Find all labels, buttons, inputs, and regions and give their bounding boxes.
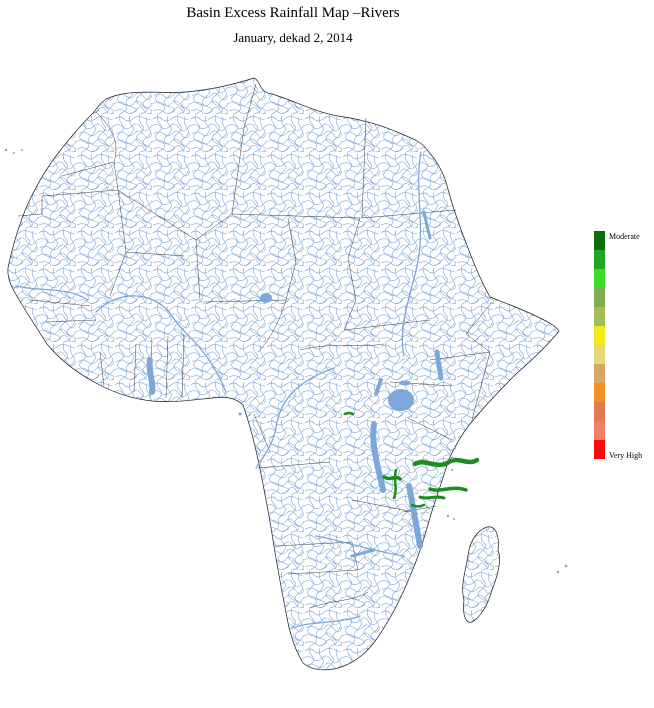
legend-swatch: [594, 288, 605, 307]
madagascar-coastline: [462, 526, 500, 623]
lake-nasser: [422, 210, 432, 240]
bioko-island: [238, 412, 242, 416]
legend-label-moderate: Moderate: [609, 232, 640, 241]
africa-coastline: [7, 77, 560, 671]
lake-kariba: [350, 548, 376, 558]
canary-islands-icon: [4, 148, 8, 152]
lakes: [146, 210, 444, 558]
legend-swatch: [594, 250, 605, 269]
legend: Moderate Very High: [594, 231, 654, 460]
legend-label-very-high: Very High: [609, 451, 643, 460]
map-subtitle: January, dekad 2, 2014: [233, 30, 353, 45]
lake-kyoga: [399, 380, 411, 386]
legend-swatch: [594, 307, 605, 326]
lake-malawi: [406, 483, 423, 549]
legend-swatch: [594, 402, 605, 421]
legend-bar: [594, 231, 605, 459]
islands: [4, 148, 568, 574]
legend-swatch: [594, 440, 605, 459]
legend-swatch: [594, 269, 605, 288]
mauritius-island: [564, 564, 568, 568]
lake-tanganyika: [370, 421, 386, 493]
legend-swatch: [594, 326, 605, 345]
zanzibar-island: [450, 456, 454, 460]
lake-turkana: [434, 349, 444, 381]
excess-rainfall-basins: [343, 411, 480, 508]
comoros-islands: [446, 514, 450, 518]
country-borders: [17, 83, 493, 609]
legend-swatch: [594, 364, 605, 383]
legend-swatch: [594, 421, 605, 440]
lake-albert: [374, 378, 383, 396]
lake-chad: [260, 293, 272, 303]
major-rivers: [15, 151, 422, 629]
legend-swatch: [594, 345, 605, 364]
lake-volta: [146, 357, 156, 395]
legend-swatch: [594, 383, 605, 402]
lake-victoria: [388, 389, 414, 411]
map-title: Basin Excess Rainfall Map –Rivers: [186, 5, 400, 21]
legend-swatch: [594, 231, 605, 250]
